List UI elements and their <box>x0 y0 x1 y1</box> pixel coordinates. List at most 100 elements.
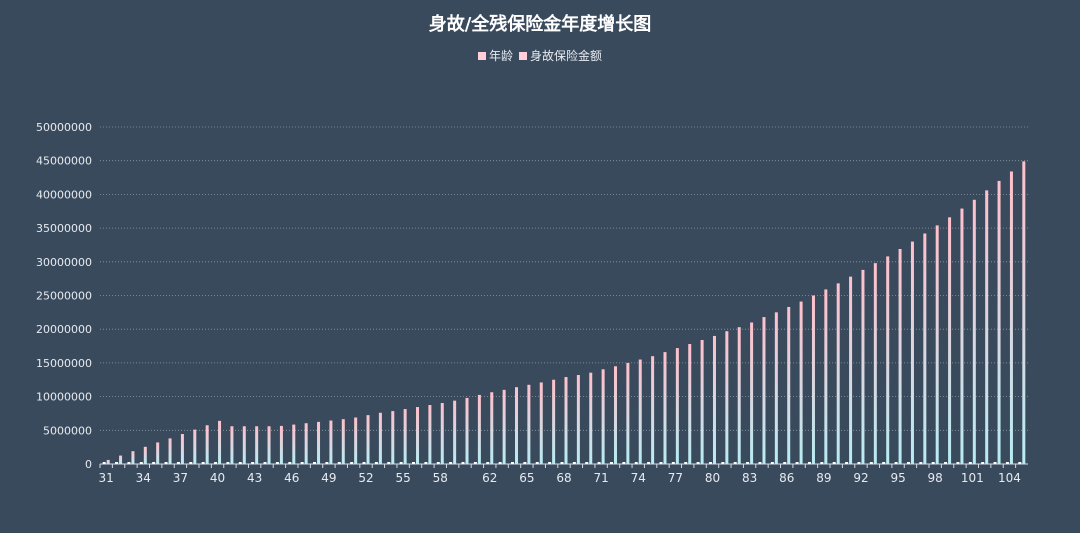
bar-age[interactable] <box>857 462 861 464</box>
bar-age[interactable] <box>139 462 143 464</box>
bar-amount[interactable] <box>997 180 1001 465</box>
bar-age[interactable] <box>424 462 428 464</box>
legend-item-amount[interactable]: 身故保险金额 <box>519 47 602 64</box>
bar-amount[interactable] <box>750 322 754 464</box>
bar-amount[interactable] <box>601 369 605 464</box>
legend-item-age[interactable]: 年龄 <box>477 47 513 64</box>
bar-age[interactable] <box>609 462 613 464</box>
bar-amount[interactable] <box>700 339 704 464</box>
bar-age[interactable] <box>993 462 997 464</box>
bar-amount[interactable] <box>576 375 580 464</box>
bar-age[interactable] <box>845 462 849 464</box>
bar-age[interactable] <box>708 462 712 464</box>
bar-amount[interactable] <box>985 190 989 464</box>
bar-age[interactable] <box>671 462 675 464</box>
bar-amount[interactable] <box>515 387 519 464</box>
bar-age[interactable] <box>189 462 193 464</box>
bar-amount[interactable] <box>242 426 246 464</box>
bar-age[interactable] <box>795 462 799 464</box>
bar-amount[interactable] <box>762 317 766 464</box>
bar-age[interactable] <box>634 462 638 464</box>
bar-age[interactable] <box>981 462 985 464</box>
bar-amount[interactable] <box>960 208 964 464</box>
bar-age[interactable] <box>733 462 737 464</box>
bar-age[interactable] <box>944 462 948 464</box>
bar-amount[interactable] <box>378 412 382 464</box>
bar-amount[interactable] <box>725 331 729 464</box>
bar-amount[interactable] <box>910 241 914 464</box>
bar-amount[interactable] <box>824 289 828 464</box>
bar-age[interactable] <box>869 462 873 464</box>
bar-age[interactable] <box>288 462 292 464</box>
bar-amount[interactable] <box>564 377 568 464</box>
bar-age[interactable] <box>473 462 477 464</box>
bar-amount[interactable] <box>465 397 469 464</box>
bar-amount[interactable] <box>255 426 259 464</box>
bar-amount[interactable] <box>267 426 271 464</box>
bar-amount[interactable] <box>861 269 865 464</box>
bar-amount[interactable] <box>799 301 803 464</box>
bar-age[interactable] <box>894 462 898 464</box>
bar-amount[interactable] <box>156 442 160 464</box>
bar-amount[interactable] <box>168 438 172 464</box>
bar-amount[interactable] <box>626 362 630 464</box>
bar-age[interactable] <box>238 462 242 464</box>
bar-amount[interactable] <box>354 417 358 464</box>
bar-amount[interactable] <box>292 424 296 464</box>
bar-age[interactable] <box>498 462 502 464</box>
bar-amount[interactable] <box>663 352 667 464</box>
bar-age[interactable] <box>758 462 762 464</box>
bar-age[interactable] <box>412 462 416 464</box>
bar-age[interactable] <box>115 462 119 464</box>
bar-amount[interactable] <box>923 233 927 464</box>
bar-amount[interactable] <box>440 403 444 464</box>
bar-age[interactable] <box>882 462 886 464</box>
bar-age[interactable] <box>956 462 960 464</box>
bar-age[interactable] <box>313 462 317 464</box>
bar-age[interactable] <box>684 462 688 464</box>
bar-amount[interactable] <box>811 295 815 465</box>
bar-amount[interactable] <box>428 405 432 464</box>
bar-amount[interactable] <box>416 407 420 464</box>
bar-amount[interactable] <box>341 419 345 464</box>
bar-amount[interactable] <box>737 327 741 464</box>
bar-age[interactable] <box>275 462 279 464</box>
bar-amount[interactable] <box>774 312 778 464</box>
bar-age[interactable] <box>374 462 378 464</box>
bar-amount[interactable] <box>552 379 556 464</box>
bar-age[interactable] <box>325 462 329 464</box>
bar-amount[interactable] <box>279 425 283 464</box>
bar-amount[interactable] <box>490 392 494 464</box>
bar-amount[interactable] <box>972 199 976 465</box>
bar-amount[interactable] <box>304 423 308 464</box>
bar-age[interactable] <box>560 462 564 464</box>
bar-amount[interactable] <box>391 411 395 464</box>
bar-amount[interactable] <box>106 459 110 464</box>
bar-age[interactable] <box>721 462 725 464</box>
bar-amount[interactable] <box>712 335 716 464</box>
bar-amount[interactable] <box>849 276 853 464</box>
bar-age[interactable] <box>201 462 205 464</box>
bar-age[interactable] <box>152 462 156 464</box>
bar-age[interactable] <box>436 462 440 464</box>
bar-amount[interactable] <box>477 394 481 464</box>
bar-amount[interactable] <box>502 389 506 464</box>
bar-age[interactable] <box>746 462 750 464</box>
bar-age[interactable] <box>226 462 230 464</box>
bar-amount[interactable] <box>787 306 791 464</box>
bar-amount[interactable] <box>675 348 679 464</box>
bar-age[interactable] <box>350 462 354 464</box>
bar-age[interactable] <box>511 462 515 464</box>
bar-age[interactable] <box>362 462 366 464</box>
bar-age[interactable] <box>548 462 552 464</box>
bar-amount[interactable] <box>651 356 655 464</box>
bar-age[interactable] <box>387 462 391 464</box>
bar-age[interactable] <box>449 462 453 464</box>
bar-amount[interactable] <box>898 248 902 464</box>
bar-amount[interactable] <box>403 409 407 464</box>
bar-amount[interactable] <box>1022 161 1026 464</box>
bar-amount[interactable] <box>131 451 135 464</box>
bar-amount[interactable] <box>836 283 840 464</box>
bar-age[interactable] <box>659 462 663 464</box>
bar-amount[interactable] <box>366 415 370 464</box>
